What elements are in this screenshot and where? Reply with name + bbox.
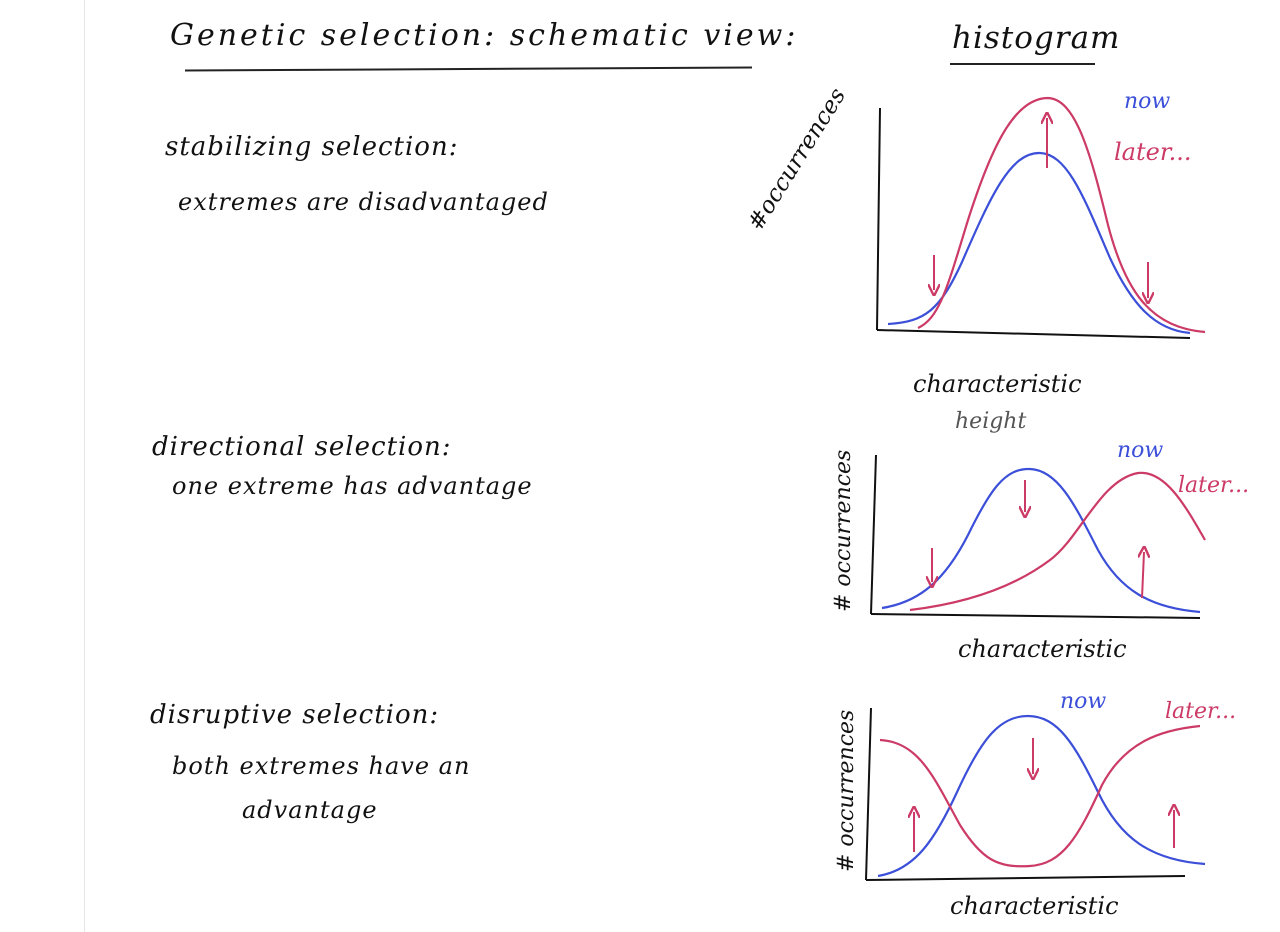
stabilizing-y-label: #occurrences [743,84,851,236]
directional-title: directional selection: [152,432,452,462]
histogram-underline [950,63,1095,65]
directional-x-label: characteristic [958,635,1127,663]
stabilizing-legend-now: now [1124,89,1170,114]
directional-y-label: # occurrences [831,450,856,612]
stabilizing-x-axis [876,329,1191,339]
stabilizing-later-curve [917,96,1206,334]
page-edge [84,0,85,932]
stabilizing-x-example: height [955,409,1026,434]
stabilizing-now-curve [887,151,1191,335]
disruptive-y-label: # occurrences [834,710,859,872]
arrow-up-icon [1142,552,1144,599]
disruptive-legend-now: now [1060,689,1106,714]
stabilizing-panel: #occurrences characteristic height now l… [743,84,1206,434]
disruptive-now-curve [877,714,1206,878]
disruptive-y-axis [865,707,872,881]
directional-legend-now: now [1117,438,1163,463]
stabilizing-x-label: characteristic [913,370,1082,398]
directional-panel: # occurrences characteristic now later..… [831,438,1249,663]
stabilizing-title: stabilizing selection: [165,132,459,162]
histogram-heading: histogram [952,20,1121,56]
disruptive-description-line2: advantage [242,796,378,824]
disruptive-description-line1: both extremes have an [172,752,471,780]
disruptive-legend-later: later... [1165,699,1236,724]
directional-later-curve [909,471,1206,612]
disruptive-title: disruptive selection: [150,700,440,730]
disruptive-later-curve [879,724,1201,868]
disruptive-x-axis [865,875,1186,881]
stabilizing-y-axis [876,107,881,331]
directional-legend-later: later... [1178,473,1249,498]
directional-description: one extreme has advantage [172,472,533,500]
directional-y-axis [870,454,877,615]
directional-now-curve [881,467,1201,614]
directional-x-axis [870,613,1201,619]
page-title: Genetic selection: schematic view: [170,18,799,53]
stabilizing-description: extremes are disadvantaged [178,188,549,216]
stabilizing-legend-later: later... [1114,138,1192,166]
disruptive-x-label: characteristic [950,892,1119,920]
disruptive-panel: # occurrences characteristic now later..… [834,689,1236,920]
